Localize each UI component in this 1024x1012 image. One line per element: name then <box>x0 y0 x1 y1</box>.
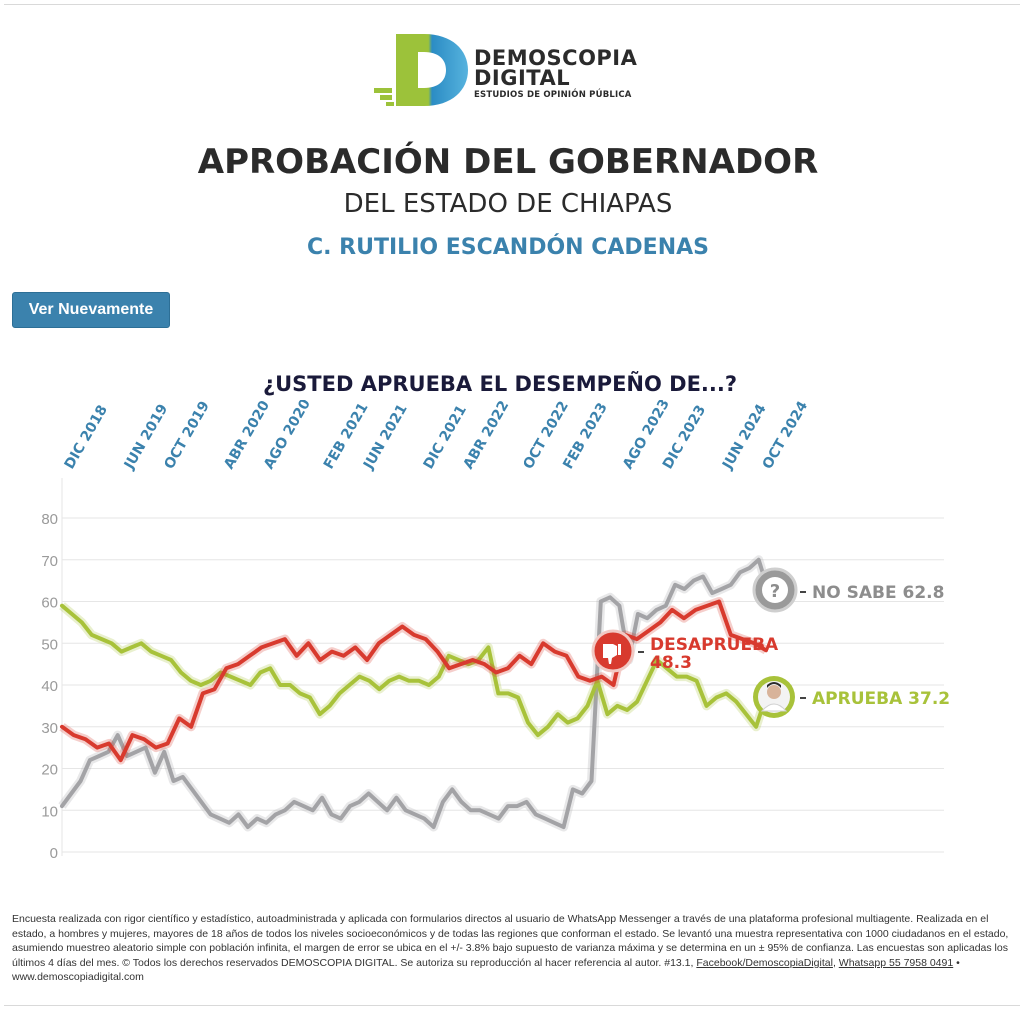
series-line-no-sabe <box>60 557 770 829</box>
series-glow <box>58 555 773 832</box>
desaprueba-value: 48.3 <box>650 653 692 673</box>
page-subtitle: DEL ESTADO DE CHIAPAS <box>343 189 673 219</box>
brand-tagline: ESTUDIOS DE OPINIÓN PÚBLICA <box>474 90 632 100</box>
no-sabe-label: NO SABE 62.8 <box>812 583 944 603</box>
logo-mark-icon <box>374 34 468 106</box>
y-tick-label: 80 <box>41 511 58 528</box>
chart-series <box>58 555 773 832</box>
desaprueba-label: DESAPRUEBA <box>650 635 779 655</box>
footer-separator: , <box>832 956 839 969</box>
y-tick-label: 0 <box>50 845 58 862</box>
desaprueba-badge <box>591 629 635 673</box>
y-tick-label: 60 <box>41 595 58 612</box>
x-tick-label: DIC 2018 <box>62 403 111 472</box>
brand-name-line1: DEMOSCOPIA <box>474 46 638 70</box>
y-tick-label: 10 <box>41 803 58 820</box>
facebook-link[interactable]: Facebook/DemoscopiaDigital <box>696 956 833 969</box>
chart-question: ¿USTED APRUEBA EL DESEMPEÑO DE...? <box>262 372 738 396</box>
series-line-aprueba <box>60 603 768 738</box>
brand-name-line2: DIGITAL <box>474 66 571 90</box>
y-tick-label: 40 <box>41 678 58 695</box>
no-sabe-badge: ? <box>752 567 798 613</box>
y-axis-ticks: 0 10 20 30 40 50 60 70 80 <box>41 511 58 862</box>
website-link[interactable]: www.demoscopiadigital.com <box>12 971 144 984</box>
y-tick-label: 20 <box>41 762 58 779</box>
y-tick-label: 30 <box>41 720 58 737</box>
page-frame <box>4 4 1020 1006</box>
y-tick-label: 50 <box>41 636 58 653</box>
y-tick-label: 70 <box>41 553 58 570</box>
governor-avatar <box>767 685 781 699</box>
footer-text: Encuesta realizada con rigor científico … <box>12 913 1009 969</box>
governor-name: C. RUTILIO ESCANDÓN CADENAS <box>307 235 709 260</box>
question-mark-icon: ? <box>770 581 780 602</box>
footer-bullet: • <box>953 956 960 969</box>
aprueba-label: APRUEBA 37.2 <box>812 689 950 709</box>
aprueba-badge <box>753 676 795 718</box>
replay-button[interactable]: Ver Nuevamente <box>12 292 170 328</box>
brand-logo: DEMOSCOPIA DIGITAL ESTUDIOS DE OPINIÓN P… <box>372 32 642 112</box>
methodology-footer: Encuesta realizada con rigor científico … <box>12 912 1012 985</box>
series-line-desaprueba <box>60 599 768 763</box>
whatsapp-link[interactable]: Whatsapp 55 7958 0491 <box>838 956 954 969</box>
thumbs-down-icon <box>603 644 621 664</box>
page-title: APROBACIÓN DEL GOBERNADOR <box>197 142 819 182</box>
